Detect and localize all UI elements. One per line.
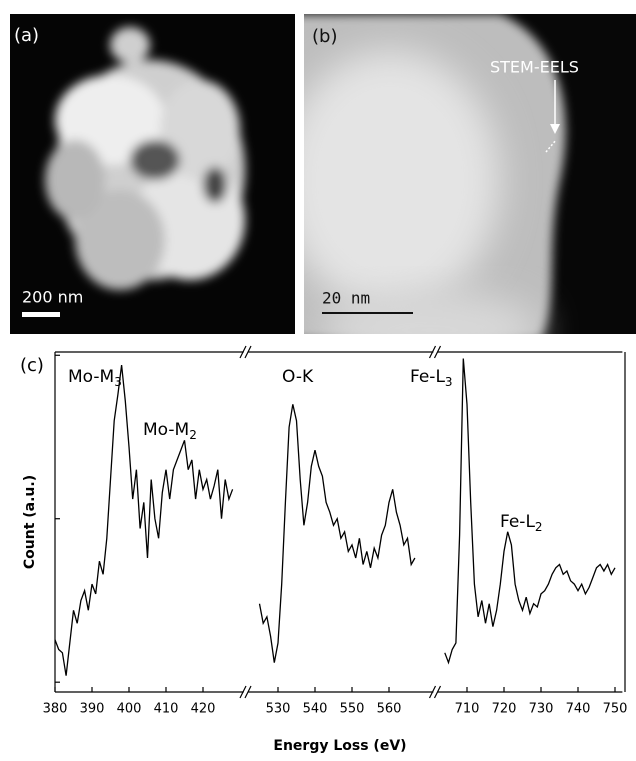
panel-label: (c) [20,355,44,376]
x-tick-label: 740 [566,702,591,717]
x-tick-label: 710 [455,702,480,717]
page: (a) 200 nm (b) STEM-EELS 20 nm (c) Count… [0,0,636,761]
x-tick-label: 730 [529,702,554,717]
peak-label-subscript: 3 [445,375,453,389]
annotation: STEM-EELS [490,58,579,77]
x-tick-label: 380 [43,702,68,717]
peak-label: Fe-L3 [410,367,453,389]
peak-label-subscript: 2 [189,428,197,442]
peak-label-text: Mo-M [143,420,189,440]
peak-label-text: Mo-M [68,367,114,387]
peak-label: Mo-M2 [143,420,197,442]
peak-label-text: Fe-L [500,512,535,532]
x-tick-label: 540 [303,702,328,717]
y-axis-label: Count (a.u.) [22,475,38,569]
x-tick-label: 420 [191,702,216,717]
x-tick-label: 530 [266,702,291,717]
peak-label: Mo-M3 [68,367,122,389]
scale-bar-label: 20 nm [322,289,370,308]
spectrum-chart: 380 390 400 410 420 530 540 550 560 710 720 730 740 7… [43,346,628,717]
x-axis-label: Energy Loss (eV) [273,738,406,754]
scale-bar [22,312,60,317]
spectrum-line [445,359,615,663]
peak-label-subscript: 2 [535,520,543,534]
peak-label: Fe-L2 [500,512,543,534]
x-tick-label: 410 [154,702,179,717]
x-tick-label: 550 [340,702,365,717]
peak-label: O-K [282,367,314,387]
x-tick-label: 390 [80,702,105,717]
peak-label-text: Fe-L [410,367,445,387]
x-tick-label: 720 [492,702,517,717]
panel-label: (b) [312,26,337,47]
x-tick-label: 400 [117,702,142,717]
scale-bar-label: 200 nm [22,288,83,307]
peak-label-subscript: 3 [114,375,122,389]
peak-label-text: O-K [282,367,314,387]
figure: (a) 200 nm (b) STEM-EELS 20 nm (c) Count… [0,0,636,757]
spectrum-line [260,404,415,662]
spectrum-line [55,365,233,676]
x-tick-label: 750 [603,702,628,717]
x-tick-label: 560 [377,702,402,717]
panel-label: (a) [14,25,39,46]
